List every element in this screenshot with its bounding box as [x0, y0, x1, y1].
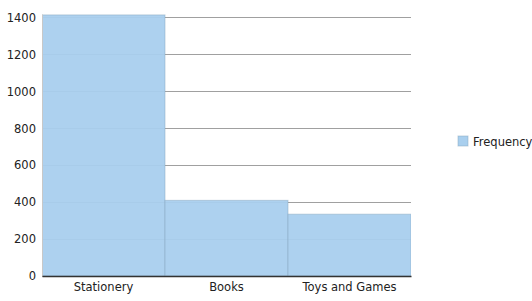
legend-label: Frequency [473, 135, 532, 149]
y-tick: 600 [14, 158, 42, 172]
y-tick-label: 600 [14, 158, 36, 172]
x-tick-label: Stationery [74, 280, 134, 294]
bar [288, 214, 411, 276]
y-tick: 0 [29, 269, 42, 283]
y-tick-label: 800 [14, 122, 36, 136]
x-tick-label: Toys and Games [301, 280, 396, 294]
x-axis: Stationery Books Toys and Games [43, 276, 412, 294]
y-tick-label: 0 [29, 269, 36, 283]
plot: 0 200 400 600 800 1000 1200 1400 Stationery Books… [7, 11, 412, 294]
bar [42, 15, 165, 276]
bars [42, 15, 411, 276]
x-tick: Toys and Games [301, 276, 396, 294]
y-tick-label: 400 [14, 195, 36, 209]
y-axis-line [42, 15, 43, 277]
legend-item: Frequency [458, 135, 532, 149]
chart: 0 200 400 600 800 1000 1200 1400 Stationery Books… [0, 0, 532, 301]
y-tick-label: 1400 [7, 11, 36, 25]
y-tick: 1000 [7, 85, 42, 99]
y-tick-label: 1200 [7, 48, 36, 62]
y-tick: 800 [14, 122, 42, 136]
y-tick: 200 [14, 232, 42, 246]
bar [165, 200, 288, 276]
y-tick: 400 [14, 195, 42, 209]
x-tick: Books [209, 276, 244, 294]
x-tick-label: Books [209, 280, 244, 294]
x-tick: Stationery [74, 276, 134, 294]
y-axis: 0 200 400 600 800 1000 1200 1400 [7, 11, 43, 283]
y-tick: 1400 [7, 11, 42, 25]
legend: Frequency [458, 135, 532, 149]
x-axis-line [43, 276, 412, 278]
y-tick-label: 1000 [7, 85, 36, 99]
y-tick: 1200 [7, 48, 42, 62]
y-tick-label: 200 [14, 232, 36, 246]
legend-swatch [458, 136, 468, 146]
